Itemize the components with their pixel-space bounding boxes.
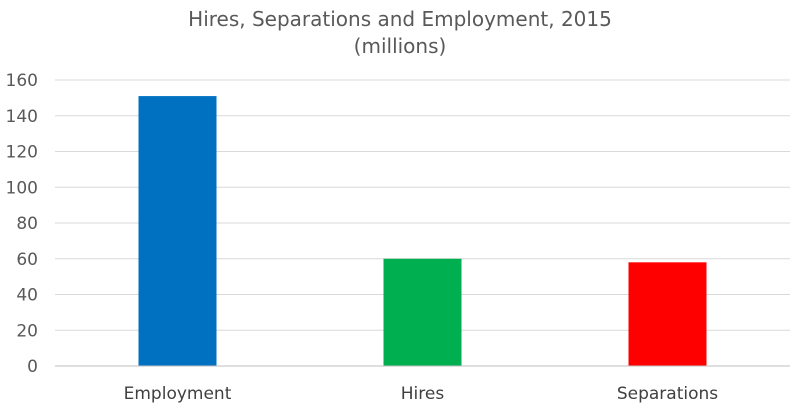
y-tick-label: 20 bbox=[16, 321, 38, 341]
y-tick-label: 0 bbox=[27, 357, 38, 377]
x-axis-category-labels: Employment Hires Separations bbox=[124, 384, 719, 404]
x-category-label: Separations bbox=[617, 384, 718, 404]
y-tick-label: 80 bbox=[16, 214, 38, 234]
chart-title: Hires, Separations and Employment, 2015 bbox=[188, 7, 612, 31]
y-tick-label: 100 bbox=[6, 178, 38, 198]
y-tick-label: 140 bbox=[6, 107, 38, 127]
chart-subtitle: (millions) bbox=[353, 34, 447, 58]
bar-separations bbox=[628, 262, 707, 366]
x-category-label: Hires bbox=[401, 384, 445, 404]
y-axis-tick-labels: 0 20 40 60 80 100 120 140 160 bbox=[6, 71, 38, 377]
y-tick-label: 160 bbox=[6, 71, 38, 91]
y-tick-label: 40 bbox=[16, 286, 38, 306]
bar-employment bbox=[138, 96, 217, 367]
x-category-label: Employment bbox=[124, 384, 232, 404]
bars bbox=[138, 96, 707, 367]
y-tick-label: 60 bbox=[16, 250, 38, 270]
y-tick-label: 120 bbox=[6, 143, 38, 163]
bar-hires bbox=[383, 258, 462, 366]
